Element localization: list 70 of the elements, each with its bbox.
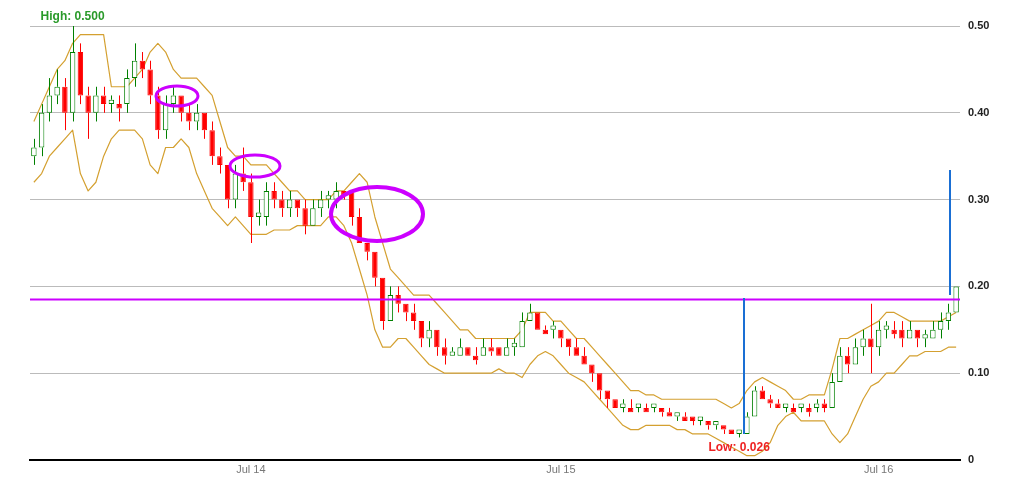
candlestick (705, 420, 711, 431)
candlestick (651, 403, 657, 413)
candlestick (410, 303, 417, 331)
candlestick (93, 86, 99, 122)
candlestick (643, 403, 649, 413)
candlestick (713, 420, 719, 431)
candlestick (124, 68, 130, 114)
candlestick (844, 346, 851, 374)
candlestick (744, 411, 750, 434)
candlestick (403, 303, 409, 322)
candlestick (798, 403, 804, 413)
candlestick (302, 199, 308, 235)
candlestick (457, 337, 463, 356)
candlestick (775, 398, 781, 408)
candlestick (426, 320, 432, 348)
candlestick (558, 329, 564, 348)
candlestick (85, 86, 91, 140)
candlestick (573, 337, 580, 356)
candlestick (891, 320, 897, 339)
candlestick (565, 338, 572, 357)
y-tick-label: 0 (968, 453, 975, 466)
candlestick (581, 346, 587, 365)
candlestick (589, 364, 595, 383)
candlestick (46, 77, 53, 122)
x-tick-label: Jul 16 (863, 462, 894, 475)
candlestick (829, 372, 835, 408)
candlestick (868, 303, 874, 374)
candlestick (720, 425, 727, 435)
candlestick (883, 320, 890, 339)
candlestick (899, 320, 905, 348)
candlestick (488, 337, 494, 357)
candlestick (837, 346, 843, 382)
candlestick (550, 320, 556, 339)
candlestick (666, 407, 673, 417)
candlestick (325, 190, 332, 209)
candlestick (279, 190, 285, 218)
y-tick-label: 0.50 (968, 19, 990, 32)
candlestick (806, 403, 812, 418)
candlestick (31, 138, 37, 166)
x-tick-label: Jul 14 (236, 462, 266, 475)
candlestick (209, 120, 215, 166)
candlestick (147, 60, 153, 105)
candlestick (62, 77, 68, 131)
candlestick (930, 320, 936, 339)
x-tick-label: Jul 15 (546, 462, 576, 475)
candlestick (271, 181, 277, 209)
candlestick (217, 147, 223, 175)
candlestick (736, 429, 742, 438)
candlestick (441, 337, 448, 366)
candlestick (248, 173, 254, 244)
candlestick (620, 398, 626, 413)
y-tick-label: 0.20 (968, 279, 990, 292)
candlestick (519, 311, 525, 348)
candlestick (116, 94, 122, 122)
candlestick (674, 412, 680, 422)
candlestick (186, 103, 192, 131)
candlestick (54, 68, 60, 105)
candlestick (480, 337, 487, 356)
candlestick (503, 337, 510, 356)
candlestick (434, 329, 440, 357)
candlestick (100, 86, 107, 114)
y-tick-label: 0.10 (968, 366, 990, 379)
candlestick (852, 337, 859, 365)
candlestick (922, 329, 928, 348)
candlestick (860, 329, 866, 357)
y-tick-label: 0.30 (968, 192, 990, 205)
annotation: High: 0.500 (40, 9, 105, 24)
candlestick (682, 411, 688, 421)
y-tick-label: 0.40 (968, 105, 990, 118)
candlestick (945, 303, 952, 331)
